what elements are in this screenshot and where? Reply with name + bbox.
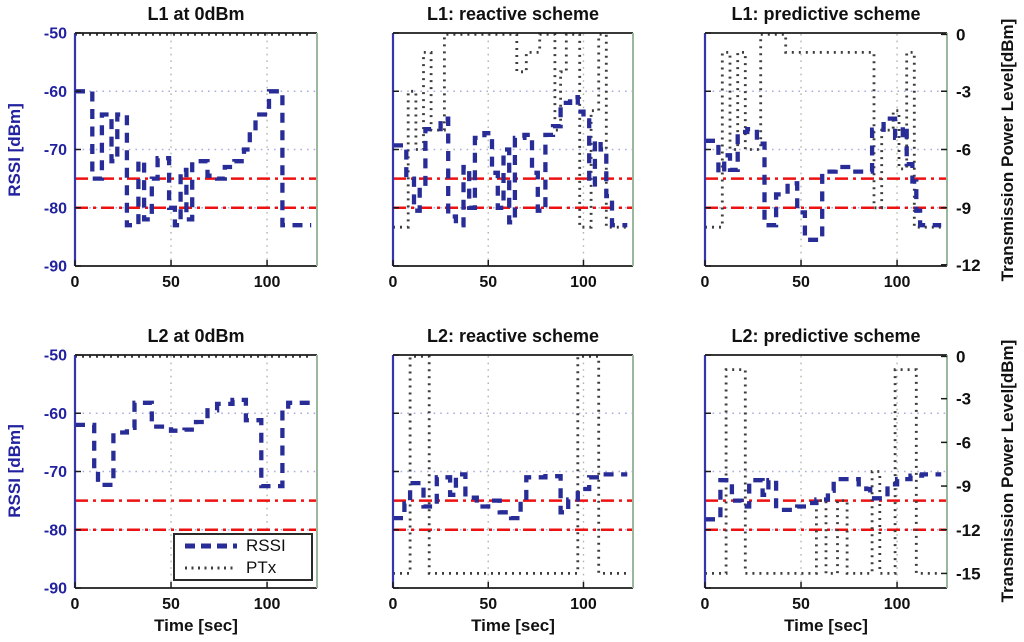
x-tick-label: 50 xyxy=(792,596,810,613)
subplot-1-ptx-line xyxy=(393,33,628,229)
subplot-5-tick-labels: 0 50 100 0 -3 -6 -9 -12 -15 xyxy=(701,347,981,613)
y-axis-label-rssi-bottom: RSSI [dBm] xyxy=(5,424,24,518)
x-tick-label: 50 xyxy=(479,274,497,291)
y-tick-label-left: -60 xyxy=(44,406,67,423)
x-tick-label: 0 xyxy=(701,596,710,613)
subplot-0-axes-box xyxy=(73,32,318,267)
legend-label-ptx: PTx xyxy=(246,557,277,577)
subplot-1-rssi-line xyxy=(393,94,628,228)
subplot-title-l2-predictive: L2: predictive scheme xyxy=(731,326,921,346)
subplot-0-rssi-line xyxy=(75,89,312,228)
subplot-4: 0 50 100 xyxy=(389,354,634,613)
subplot-5: 0 50 100 0 -3 -6 -9 -12 -15 xyxy=(701,347,981,613)
subplot-3: 0 50 100 -50 -60 -70 -80 -90 xyxy=(44,348,318,614)
y-tick-label-right: 0 xyxy=(956,347,965,366)
legend-rssi-sample-line xyxy=(185,543,237,549)
y-tick-label-left: -90 xyxy=(44,581,67,598)
x-tick-label: 50 xyxy=(162,596,180,613)
legend-row-rssi: RSSI xyxy=(175,536,311,557)
subplot-3-axes-box xyxy=(73,354,318,589)
subplot-0-threshold-lines xyxy=(75,177,317,210)
y-tick-label-right: -15 xyxy=(956,564,981,583)
x-axis-label-time-left: Time [sec] xyxy=(154,616,238,635)
y-tick-label-right: -12 xyxy=(956,521,981,540)
subplot-title-l1-predictive: L1: predictive scheme xyxy=(731,4,921,24)
x-tick-label: 100 xyxy=(884,274,911,291)
legend-label-rssi: RSSI xyxy=(246,536,286,556)
subplot-4-ptx-line xyxy=(393,355,628,575)
legend-row-ptx: PTx xyxy=(175,557,311,578)
subplot-2: 0 50 100 0 -3 -6 -9 -12 xyxy=(701,25,981,291)
subplot-1-axes-box xyxy=(391,32,634,267)
y-axis-label-power-top: Transmission Power Level[dBm] xyxy=(998,18,1017,282)
x-tick-label: 100 xyxy=(884,596,911,613)
x-tick-label: 50 xyxy=(792,274,810,291)
subplot-5-ptx-line xyxy=(705,368,942,575)
subplot-4-threshold-lines xyxy=(393,499,633,532)
x-axis-label-time-middle: Time [sec] xyxy=(471,616,555,635)
subplot-2-tick-labels: 0 50 100 0 -3 -6 -9 -12 xyxy=(701,25,981,291)
y-axis-label-rssi-top: RSSI [dBm] xyxy=(5,103,24,197)
y-tick-label-left: -90 xyxy=(44,259,67,276)
x-tick-label: 100 xyxy=(254,274,281,291)
y-tick-label-left: -60 xyxy=(44,84,67,101)
x-tick-label: 0 xyxy=(71,274,80,291)
x-tick-label: 100 xyxy=(570,274,597,291)
x-tick-label: 0 xyxy=(389,274,398,291)
x-tick-label: 0 xyxy=(389,596,398,613)
x-tick-label: 100 xyxy=(570,596,597,613)
y-tick-label-left: -70 xyxy=(44,142,67,159)
subplot-title-l2-0dbm: L2 at 0dBm xyxy=(147,326,245,346)
subplot-1: 0 50 100 xyxy=(389,32,634,291)
x-tick-label: 100 xyxy=(254,596,281,613)
subplot-1-tick-labels: 0 50 100 xyxy=(389,274,597,291)
y-tick-label-left: -80 xyxy=(44,200,67,217)
subplot-title-l2-reactive: L2: reactive scheme xyxy=(426,326,600,346)
subplot-title-l1-reactive: L1: reactive scheme xyxy=(426,4,600,24)
legend: RSSI PTx xyxy=(173,533,313,581)
x-tick-label: 50 xyxy=(479,596,497,613)
subplot-2-axes-box xyxy=(703,32,948,267)
subplot-5-axes-box xyxy=(703,354,948,589)
y-tick-label-right: -3 xyxy=(956,82,971,101)
y-axis-label-power-bottom: Transmission Power Level[dBm] xyxy=(998,339,1017,603)
y-tick-label-right: -6 xyxy=(956,433,971,452)
y-tick-label-right: -9 xyxy=(956,199,971,218)
subplot-4-grid xyxy=(394,356,632,587)
y-tick-label-left: -50 xyxy=(44,348,67,365)
y-tick-label-left: -80 xyxy=(44,522,67,539)
subplot-0: 0 50 100 -50 -60 -70 -80 -90 xyxy=(44,26,318,292)
subplot-0-tick-labels: 0 50 100 -50 -60 -70 -80 -90 xyxy=(44,26,281,292)
subplot-3-rssi-line xyxy=(75,397,312,489)
y-tick-label-right: -3 xyxy=(956,390,971,409)
subplot-2-threshold-lines xyxy=(705,177,947,210)
x-axis-label-time-right: Time [sec] xyxy=(784,616,868,635)
subplot-4-rssi-line xyxy=(393,472,628,521)
subplot-3-tick-labels: 0 50 100 -50 -60 -70 -80 -90 xyxy=(44,348,281,614)
subplot-3-threshold-lines xyxy=(75,499,317,532)
y-tick-label-right: -9 xyxy=(956,477,971,496)
subplot-title-l1-0dbm: L1 at 0dBm xyxy=(147,4,245,24)
x-tick-label: 50 xyxy=(162,274,180,291)
subplot-5-rssi-line xyxy=(705,472,942,522)
x-tick-label: 0 xyxy=(71,596,80,613)
x-tick-label: 0 xyxy=(701,274,710,291)
y-tick-label-right: -6 xyxy=(956,141,971,160)
subplot-0-grid xyxy=(76,34,316,265)
y-tick-label-left: -50 xyxy=(44,26,67,43)
y-tick-label-left: -70 xyxy=(44,464,67,481)
y-tick-label-right: 0 xyxy=(956,25,965,44)
legend-ptx-sample-line xyxy=(185,566,237,570)
subplot-4-axes-box xyxy=(391,354,634,589)
subplot-4-tick-labels: 0 50 100 xyxy=(389,596,597,613)
subplot-5-threshold-lines xyxy=(705,499,947,532)
subplot-2-grid xyxy=(706,34,946,265)
y-tick-label-right: -12 xyxy=(956,256,981,275)
subplot-5-grid xyxy=(706,356,946,587)
